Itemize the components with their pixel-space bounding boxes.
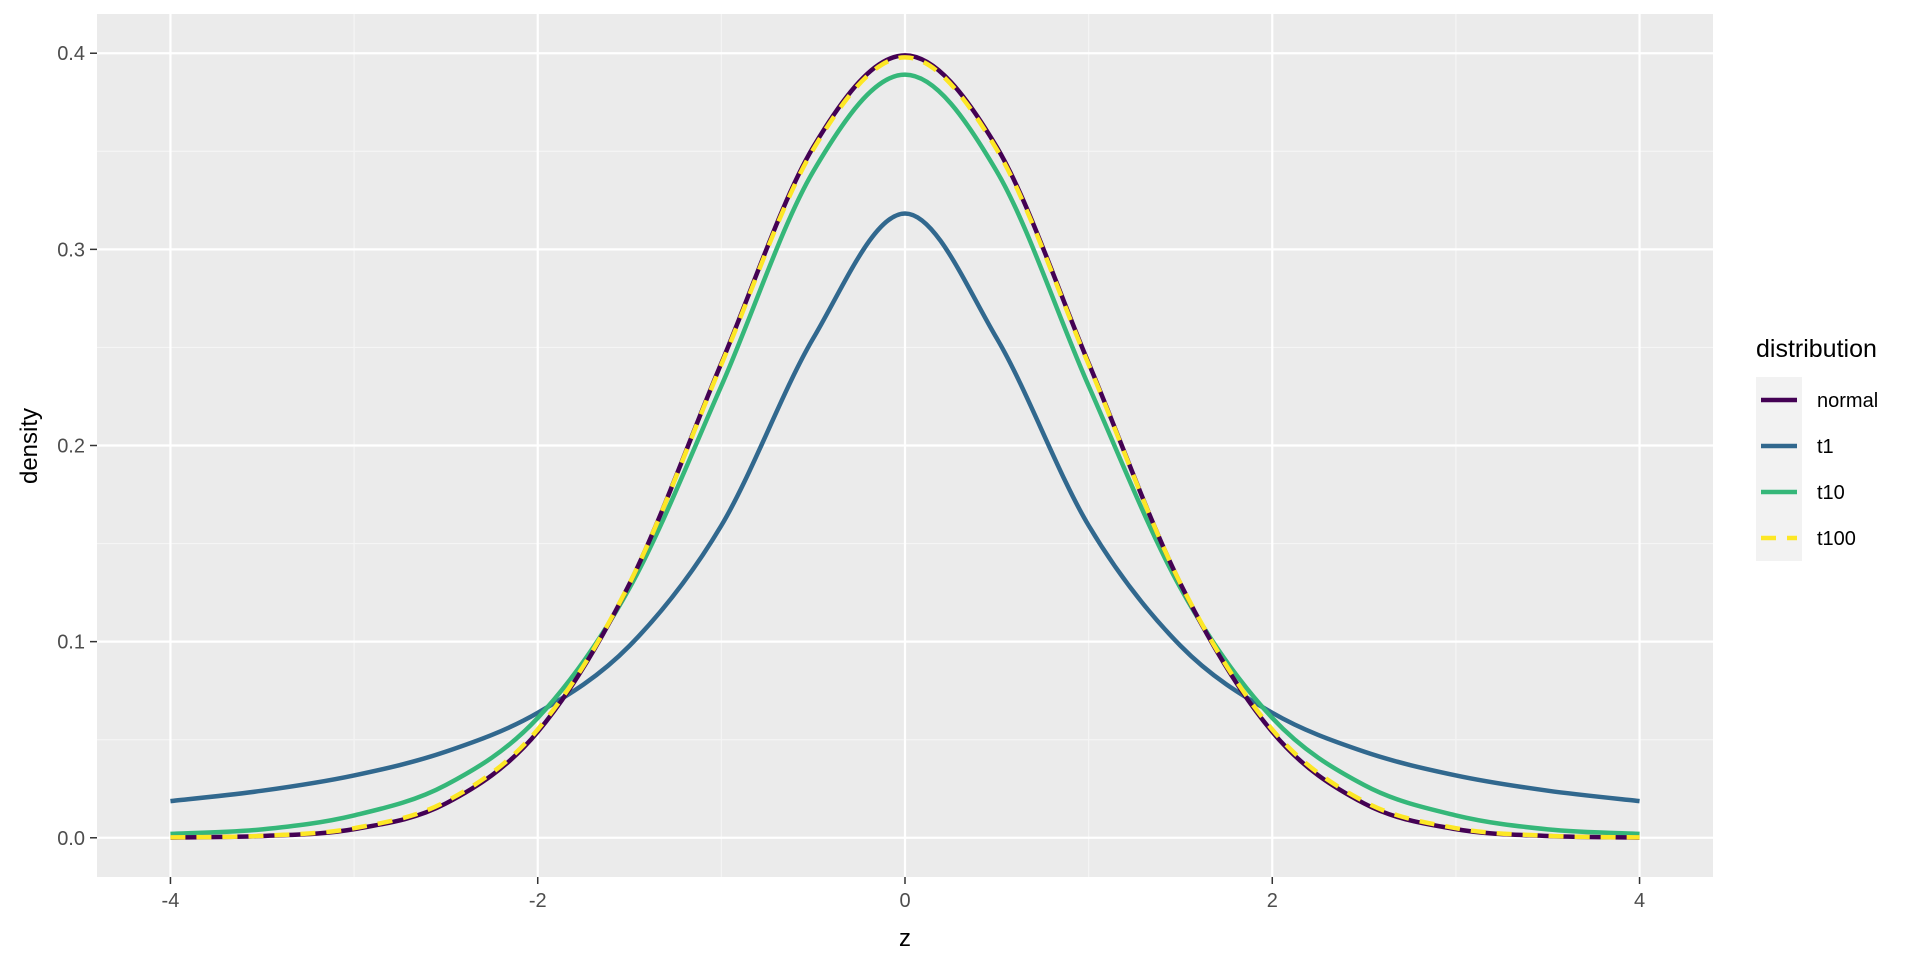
y-axis-title: density bbox=[16, 408, 43, 484]
series-line-t1 bbox=[170, 211, 1640, 804]
series-lines bbox=[170, 53, 1640, 840]
y-tick-label: 0.1 bbox=[57, 632, 85, 654]
series-line-t10 bbox=[170, 72, 1640, 837]
x-axis-title: z bbox=[899, 925, 911, 952]
legend-items: normal t1 t10 t100 bbox=[1756, 377, 1878, 561]
x-tick-label: -2 bbox=[529, 890, 547, 912]
y-tick-label: 0.0 bbox=[57, 828, 85, 850]
x-tick-label: 4 bbox=[1634, 890, 1645, 912]
x-tick-label: 2 bbox=[1267, 890, 1278, 912]
y-tick-label: 0.2 bbox=[57, 436, 85, 458]
y-tick-label: 0.4 bbox=[57, 43, 85, 65]
x-tick-label: 0 bbox=[899, 890, 910, 912]
legend-title: distribution bbox=[1756, 335, 1877, 363]
legend-label: t10 bbox=[1817, 482, 1845, 504]
legend-label: t1 bbox=[1817, 436, 1834, 458]
y-tick-label: 0.3 bbox=[57, 239, 85, 261]
legend: distribution normal t1 t10 t100 bbox=[1756, 335, 1878, 561]
legend-label: normal bbox=[1817, 390, 1878, 412]
x-axis: -4 -2 0 2 4 bbox=[162, 877, 1645, 912]
series-line-t100 bbox=[170, 55, 1640, 840]
x-tick-label: -4 bbox=[162, 890, 180, 912]
legend-label: t100 bbox=[1817, 528, 1856, 550]
y-axis: 0.0 0.1 0.2 0.3 0.4 bbox=[57, 43, 97, 850]
